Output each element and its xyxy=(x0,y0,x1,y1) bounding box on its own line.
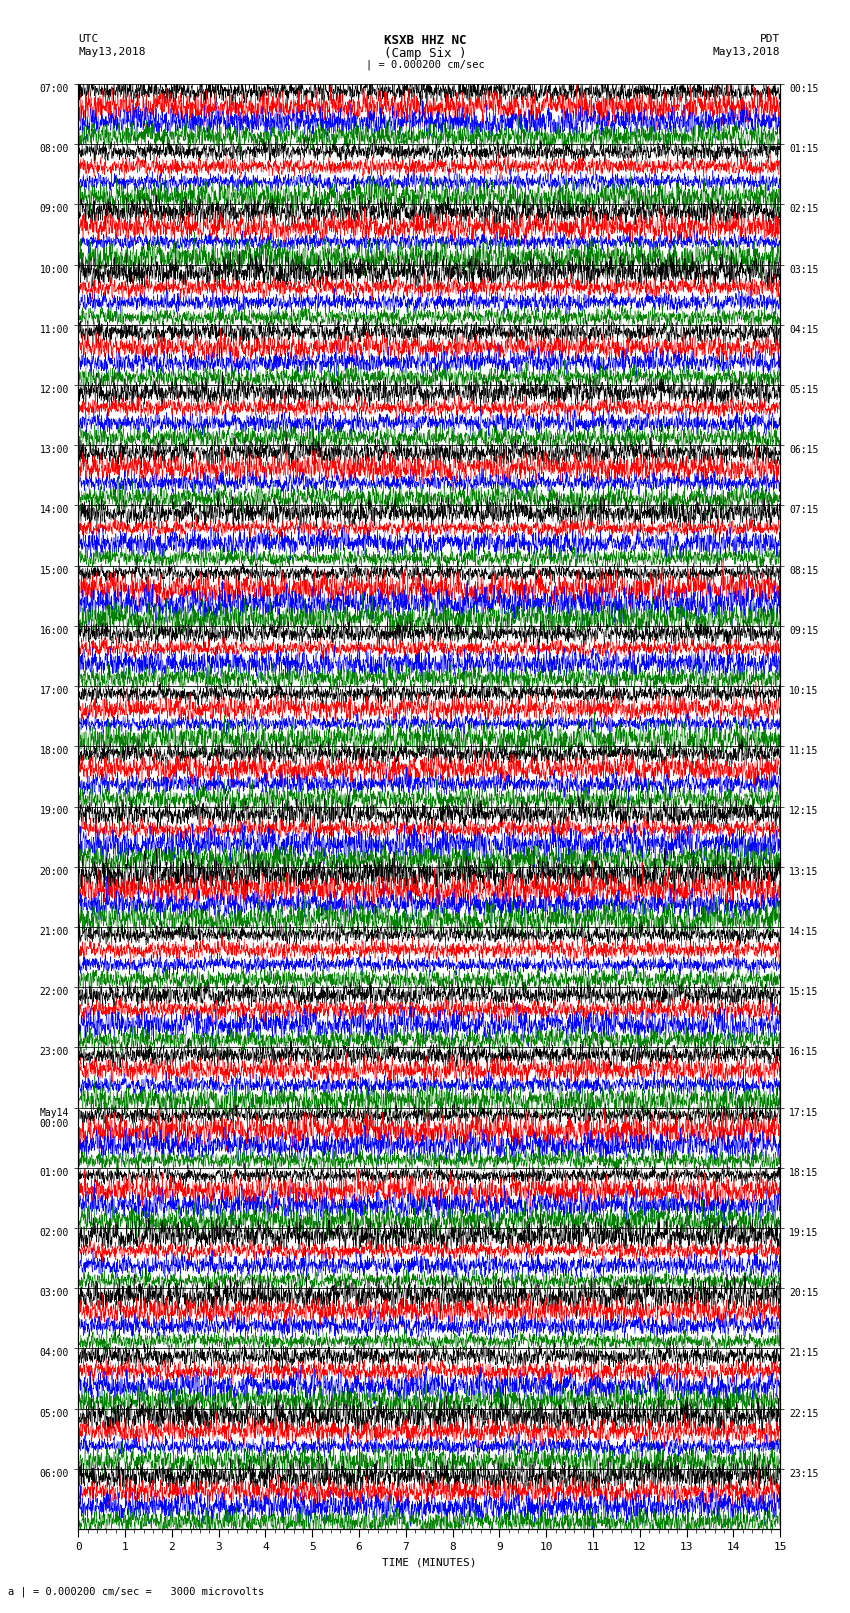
X-axis label: TIME (MINUTES): TIME (MINUTES) xyxy=(382,1558,477,1568)
Text: May13,2018: May13,2018 xyxy=(78,47,145,56)
Text: (Camp Six ): (Camp Six ) xyxy=(383,47,467,60)
Text: | = 0.000200 cm/sec: | = 0.000200 cm/sec xyxy=(366,60,484,71)
Text: PDT: PDT xyxy=(760,34,780,44)
Text: KSXB HHZ NC: KSXB HHZ NC xyxy=(383,34,467,47)
Text: a | = 0.000200 cm/sec =   3000 microvolts: a | = 0.000200 cm/sec = 3000 microvolts xyxy=(8,1586,264,1597)
Text: May13,2018: May13,2018 xyxy=(713,47,780,56)
Text: UTC: UTC xyxy=(78,34,99,44)
